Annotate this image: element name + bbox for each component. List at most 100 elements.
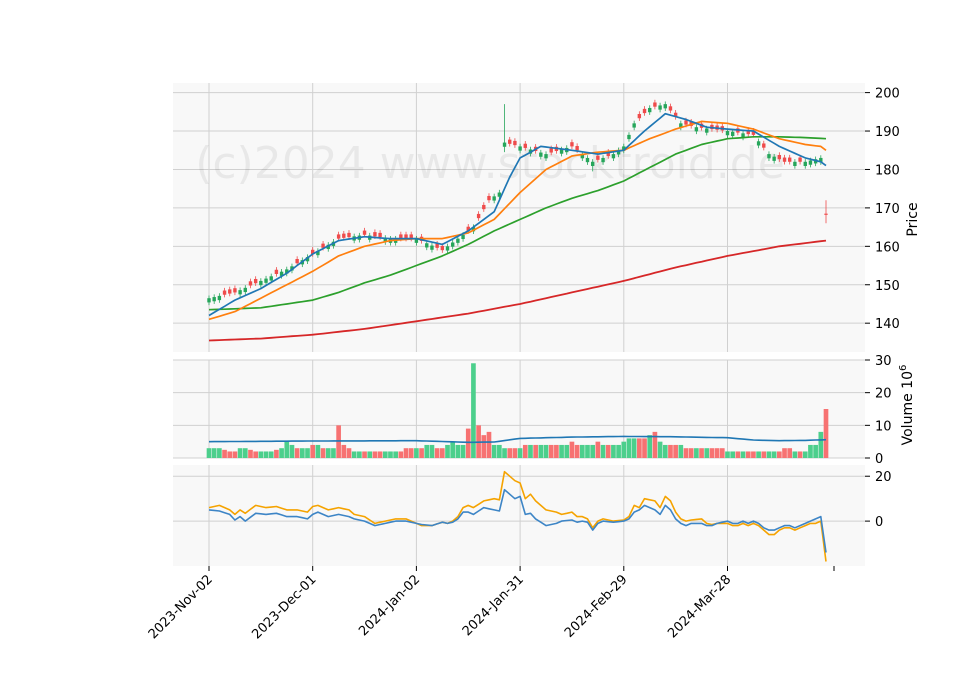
volume-bar — [486, 431, 492, 458]
volume-bar — [600, 444, 606, 458]
volume-bar — [559, 444, 564, 458]
candle — [627, 132, 631, 142]
candle-body — [767, 154, 771, 159]
candle — [482, 202, 486, 212]
volume-tick-label: 30 — [875, 354, 892, 369]
candle-body — [653, 102, 657, 107]
volume-bar — [787, 448, 793, 458]
volume-bar — [320, 448, 326, 458]
volume-bar — [611, 444, 616, 458]
candle-body — [482, 204, 486, 210]
candle-body — [627, 134, 631, 140]
candle-body — [233, 288, 237, 293]
price-tick-label: 190 — [875, 125, 900, 140]
candle — [425, 240, 429, 251]
volume-bar — [258, 451, 264, 458]
volume-bar — [522, 444, 528, 458]
price-tick-label: 150 — [875, 279, 900, 294]
candle-body — [217, 295, 222, 301]
volume-bar — [434, 448, 440, 458]
candle — [513, 138, 517, 148]
volume-bar — [502, 448, 507, 458]
volume-bar — [294, 448, 300, 458]
candle — [694, 124, 699, 135]
volume-bar — [564, 444, 570, 458]
candle — [539, 149, 543, 160]
x-tick-label: 2024-Jan-02 — [356, 572, 423, 639]
candle — [803, 159, 807, 169]
volume-bar — [253, 451, 258, 458]
volume-bar — [279, 448, 284, 458]
volume-bar — [242, 448, 248, 458]
x-tick-label: 2024-Mar-28 — [665, 572, 734, 641]
candle — [497, 189, 502, 200]
volume-bar — [637, 438, 642, 458]
candle-body — [819, 157, 823, 163]
candle-body — [336, 234, 341, 239]
price-tick-label: 180 — [875, 163, 900, 178]
volume-bar — [761, 451, 767, 458]
candle — [772, 153, 776, 164]
candle — [233, 285, 237, 296]
volume-bar — [372, 451, 378, 458]
candle — [430, 242, 434, 253]
candle-body — [492, 196, 496, 201]
candle-body — [264, 278, 268, 283]
candle-body — [321, 243, 325, 248]
price-tick-label: 170 — [875, 202, 900, 217]
candle — [445, 243, 450, 254]
volume-bar — [325, 448, 331, 458]
candle — [616, 147, 621, 158]
volume-bar — [823, 409, 829, 458]
volume-bar — [382, 451, 388, 458]
candle — [648, 105, 652, 115]
volume-bar — [222, 449, 227, 458]
candle — [585, 155, 590, 165]
candle — [471, 224, 476, 235]
candle-body — [559, 149, 564, 154]
volume-bar — [217, 448, 222, 458]
candle — [663, 101, 667, 112]
volume-ma-line — [208, 435, 827, 444]
volume-bar — [248, 449, 253, 458]
candle — [637, 111, 642, 121]
candle-body — [362, 230, 367, 235]
volume-bar — [211, 448, 217, 458]
candle-body — [456, 238, 460, 243]
volume-bar — [569, 441, 575, 458]
candle — [274, 267, 279, 277]
candle-body — [212, 297, 216, 302]
price-panel-bg — [173, 83, 865, 352]
x-tick-label: 2023-Dec-01 — [249, 572, 319, 642]
volume-bar — [642, 438, 647, 458]
volume-bar — [538, 444, 544, 458]
volume-bar — [429, 444, 435, 458]
volume-axis-title-base: 10 — [900, 371, 916, 389]
candle-body — [772, 156, 776, 161]
candle-body — [222, 290, 227, 295]
volume-bar — [745, 451, 751, 458]
candle-body — [622, 146, 626, 151]
volume-bar — [543, 444, 549, 458]
volume-bar — [497, 444, 502, 458]
volume-bar — [507, 448, 513, 458]
candle — [450, 239, 455, 250]
candle — [316, 248, 320, 258]
volume-bar — [310, 444, 316, 458]
candle-body — [404, 234, 408, 239]
volume-bar — [471, 363, 476, 458]
candle-body — [679, 123, 683, 128]
volume-bar — [284, 441, 290, 458]
volume-bar — [268, 451, 274, 458]
oscillator-tick-label: 20 — [875, 470, 892, 485]
candle — [285, 266, 289, 277]
candle — [222, 287, 227, 298]
candle-body — [585, 157, 590, 163]
volume-bar — [357, 451, 362, 458]
oscillator-slow-line — [208, 470, 827, 562]
candle-body — [243, 287, 247, 293]
candle-body — [601, 157, 605, 163]
candle-body — [316, 250, 320, 256]
volume-bar — [491, 444, 497, 458]
